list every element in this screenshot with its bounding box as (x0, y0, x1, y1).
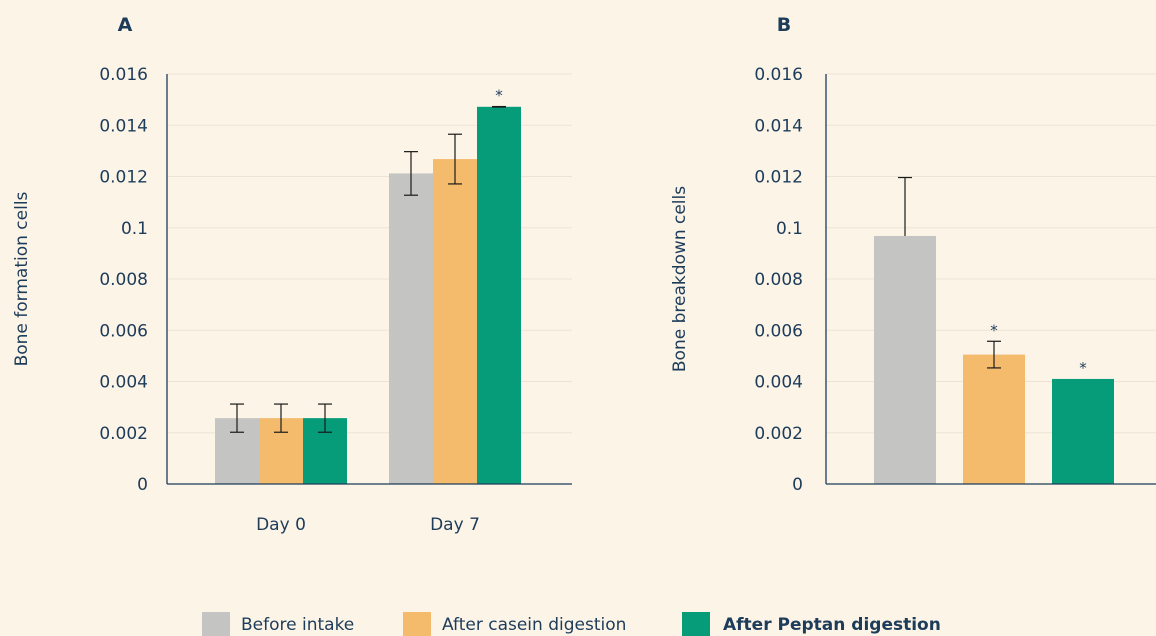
significance-star: * (1079, 359, 1087, 377)
y-tick-label: 0.008 (99, 270, 148, 290)
panel-letter: B (777, 14, 791, 36)
legend-label: Before intake (241, 615, 354, 635)
y-tick-label: 0.006 (99, 321, 148, 341)
bar (1052, 378, 1114, 484)
y-axis-label: Bone formation cells (12, 191, 32, 366)
legend-swatch (202, 612, 230, 636)
y-tick-label: 0.014 (99, 116, 148, 136)
panel-letter: A (118, 14, 133, 36)
y-tick-label: 0.016 (99, 65, 148, 85)
y-tick-label: 0.004 (754, 373, 803, 393)
x-category-label: Day 0 (256, 515, 306, 535)
y-tick-label: 0.004 (99, 373, 148, 393)
y-tick-label: 0.002 (754, 424, 803, 444)
bar (477, 106, 521, 485)
x-category-label: Day 7 (430, 515, 480, 535)
legend-swatch (682, 612, 710, 636)
y-tick-label: 0.016 (754, 65, 803, 85)
y-axis-label: Bone breakdown cells (670, 186, 690, 372)
significance-star: * (495, 87, 503, 105)
y-tick-label: 0.1 (121, 219, 148, 239)
legend-label: After Peptan digestion (723, 615, 941, 635)
bar (433, 159, 477, 484)
y-tick-label: 0 (137, 475, 148, 495)
y-tick-label: 0.002 (99, 424, 148, 444)
significance-star: * (990, 321, 998, 339)
bar (874, 235, 936, 484)
y-tick-label: 0.012 (754, 168, 803, 188)
bar (963, 354, 1025, 484)
legend-swatch (403, 612, 431, 636)
y-tick-label: 0.014 (754, 116, 803, 136)
y-tick-label: 0.012 (99, 168, 148, 188)
y-tick-label: 0.008 (754, 270, 803, 290)
y-tick-label: 0.006 (754, 321, 803, 341)
legend-label: After casein digestion (442, 615, 626, 635)
legend: Before intake After casein digestion After… (202, 612, 941, 636)
y-tick-label: 0 (792, 475, 803, 495)
chart-panel-a: A 0 0.002 0.004 0.006 0.008 0.1 0.012 0.014 0.016… (12, 14, 572, 535)
chart-panel-b: B 0 0.002 0.004 0.006 0.008 0.1 0.012 0.014 0.016… (670, 14, 1156, 495)
y-tick-label: 0.1 (776, 219, 803, 239)
bar (389, 173, 433, 485)
